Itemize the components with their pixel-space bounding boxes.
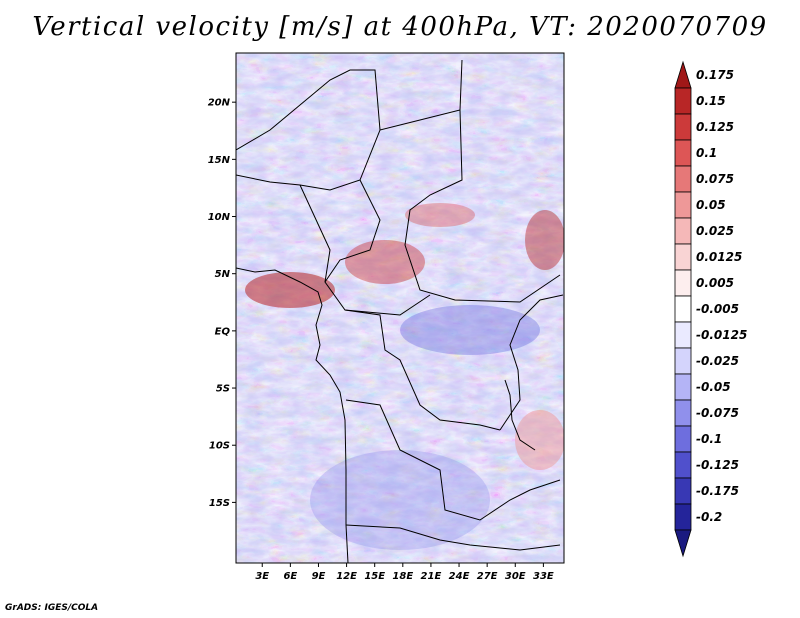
colorbar-label: 0.05 (696, 198, 726, 212)
colorbar-label: 0.075 (696, 172, 734, 186)
lat-tick-label: 10N (208, 212, 231, 223)
colorbar-swatch (674, 347, 692, 375)
lat-tick-label: 5N (215, 269, 231, 280)
lat-tick-label: 15N (208, 155, 231, 166)
colorbar-swatch (674, 295, 692, 323)
coastline (236, 267, 349, 563)
credit-label: GrADS: IGES/COLA (5, 603, 99, 613)
lat-tick-label: EQ (215, 326, 231, 337)
lon-tick-label: 6E (283, 571, 297, 582)
country-border (345, 399, 561, 521)
colorbar-label: -0.005 (696, 302, 739, 316)
lon-tick-label: 24E (449, 571, 470, 582)
colorbar-label: 0.1 (696, 146, 717, 160)
colorbar-label: -0.1 (696, 432, 722, 446)
colorbar-label: 0.15 (696, 94, 726, 108)
colorbar-swatch (674, 425, 692, 453)
lat-tick-label: 15S (209, 498, 230, 509)
colorbar-swatch (674, 60, 692, 89)
colorbar-label: 0.125 (696, 120, 734, 134)
lon-tick-label: 21E (421, 571, 442, 582)
country-border (236, 69, 381, 191)
colorbar-swatch (674, 529, 692, 558)
colorbar-label: -0.175 (696, 484, 739, 498)
lon-tick-label: 27E (477, 571, 498, 582)
country-border (299, 184, 431, 316)
colorbar-swatch (674, 451, 692, 479)
lat-tick-label: 10S (209, 441, 230, 452)
colorbar-label: -0.2 (696, 510, 722, 524)
updraft-patch (405, 203, 475, 227)
colorbar-swatch (674, 243, 692, 271)
political-boundaries (236, 59, 564, 563)
updraft-patch (245, 272, 335, 308)
colorbar-swatch (674, 373, 692, 401)
colorbar-swatch (674, 321, 692, 349)
colorbar-label: -0.025 (696, 354, 739, 368)
map-area (235, 52, 565, 564)
longitude-axis: 3E 6E 9E 12E 15E 18E 21E 24E 27E 30E 33E (255, 563, 554, 582)
downdraft-patch (400, 305, 540, 355)
colorbar-label: 0.025 (696, 224, 734, 238)
latitude-axis: 20N 15N 10N 5N EQ 5S 10S 15S (208, 98, 236, 509)
updraft-patch (515, 410, 564, 470)
colorbar-label: -0.125 (696, 458, 739, 472)
colorbar-swatch (674, 191, 692, 219)
updraft-patch (345, 240, 425, 284)
colorbar-label: 0.175 (696, 68, 734, 82)
country-border (345, 524, 561, 551)
colorbar-label: 0.005 (696, 276, 734, 290)
colorbar-swatch (674, 217, 692, 245)
colorbar-swatch (674, 399, 692, 427)
country-border (324, 179, 381, 283)
colorbar: 0.175 0.15 0.125 0.1 0.075 0.05 0.025 0.0125 0.0… (674, 60, 747, 558)
country-border (379, 59, 463, 131)
country-border (499, 294, 564, 431)
colorbar-label: -0.05 (696, 380, 731, 394)
country-border (404, 109, 561, 303)
map-frame (235, 52, 565, 564)
lon-tick-label: 33E (533, 571, 554, 582)
chart-title: Vertical velocity [m/s] at 400hPa, VT: 2… (32, 12, 768, 42)
country-border (344, 309, 501, 431)
colorbar-label: -0.0125 (696, 328, 747, 342)
colorbar-swatch (674, 113, 692, 141)
lon-tick-label: 30E (505, 571, 526, 582)
lon-tick-label: 12E (336, 571, 357, 582)
updraft-patch (525, 210, 564, 270)
lat-tick-label: 20N (208, 98, 231, 109)
colorbar-swatch (674, 477, 692, 505)
lon-tick-label: 18E (392, 571, 413, 582)
lon-tick-label: 15E (364, 571, 385, 582)
lon-tick-label: 9E (312, 571, 326, 582)
colorbar-label: 0.0125 (696, 250, 742, 264)
colorbar-swatch (674, 165, 692, 193)
lake-shoreline (504, 379, 536, 451)
map-field-noise (236, 53, 564, 563)
colorbar-swatch (674, 503, 692, 531)
colorbar-swatch (674, 139, 692, 167)
colorbar-label: -0.075 (696, 406, 739, 420)
colorbar-swatch (674, 87, 692, 115)
lon-tick-label: 3E (255, 571, 269, 582)
colorbar-swatch (674, 269, 692, 297)
lat-tick-label: 5S (216, 384, 230, 395)
downdraft-patch (310, 450, 490, 550)
